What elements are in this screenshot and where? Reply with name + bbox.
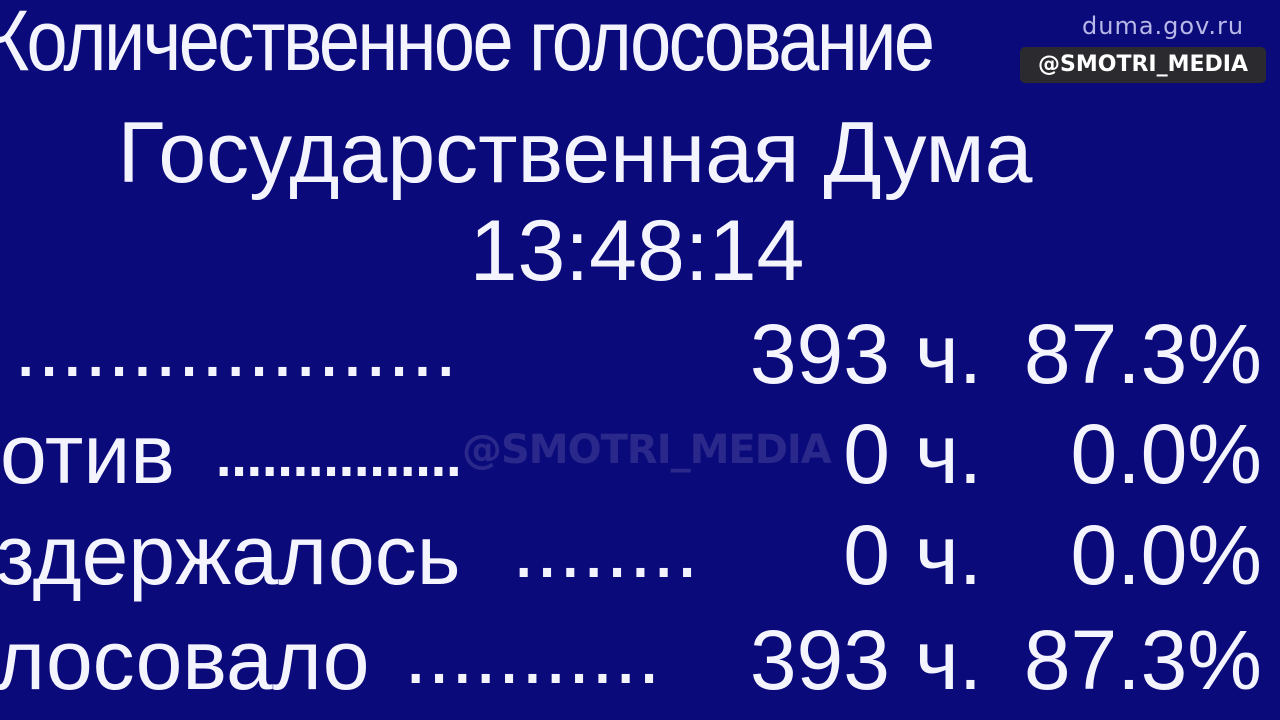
- row-unit: ч.: [915, 307, 983, 401]
- smotri-media-badge: @SMOTRI_MEDIA: [1020, 47, 1266, 83]
- vote-time: 13:48:14: [469, 203, 805, 299]
- row-label: отив: [0, 407, 175, 501]
- row-percent: 0.0%: [1070, 407, 1262, 501]
- row-unit: ч.: [915, 508, 983, 602]
- row-dots: ...................: [14, 300, 458, 394]
- row-percent: 0.0%: [1070, 508, 1262, 602]
- row-dots: ........: [512, 501, 699, 595]
- row-percent: 87.3%: [1023, 613, 1262, 707]
- center-watermark: @SMOTRI_MEDIA: [462, 427, 832, 473]
- row-label: лосовало: [0, 613, 370, 707]
- row-percent: 87.3%: [1023, 307, 1262, 401]
- row-unit: ч.: [915, 613, 983, 707]
- vote-title: Количественное голосование: [0, 0, 935, 89]
- row-count: 0: [843, 508, 890, 602]
- row-unit: ч.: [915, 407, 983, 501]
- row-count: 393: [749, 307, 890, 401]
- site-url: duma.gov.ru: [1082, 12, 1245, 40]
- row-dots: ...........: [404, 607, 661, 701]
- row-count: 0: [843, 407, 890, 501]
- row-dots: ................: [212, 400, 465, 494]
- body-name: Государственная Дума: [117, 105, 1033, 201]
- row-count: 393: [749, 613, 890, 707]
- row-label: здержалось: [0, 508, 461, 602]
